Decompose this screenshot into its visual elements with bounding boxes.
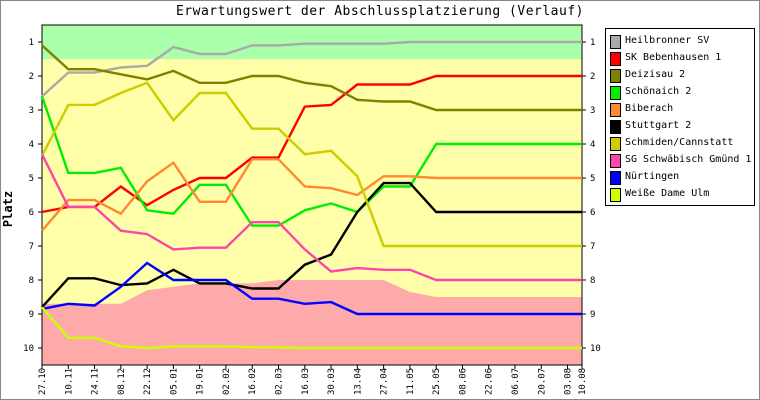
y-tick-label-right: 5 <box>590 174 595 184</box>
legend: Heilbronner SV SK Bebenhausen 1 Deizisau 2… <box>605 28 755 206</box>
y-tick-label-left: 1 <box>29 38 34 48</box>
x-tick-label: 10.08 <box>578 368 588 395</box>
x-tick-label: 22.12 <box>143 368 153 395</box>
legend-label: Stuttgart 2 <box>625 120 692 131</box>
series-line <box>41 44 582 112</box>
legend-label: Deizisau 2 <box>625 69 686 80</box>
y-tick-label-left: 6 <box>29 208 34 218</box>
legend-swatch <box>610 52 621 66</box>
legend-swatch <box>610 86 621 100</box>
legend-swatch <box>610 69 621 83</box>
x-tick-label: 30.03 <box>327 368 337 395</box>
x-tick-label: 03.08 <box>564 368 574 395</box>
background-band-relegation <box>42 280 582 365</box>
y-tick-label-right: 6 <box>590 208 595 218</box>
legend-swatch <box>610 35 621 49</box>
y-tick-label-right: 3 <box>590 106 595 116</box>
legend-swatch <box>610 188 621 202</box>
y-tick-label-right: 7 <box>590 242 595 252</box>
series-line <box>40 96 582 227</box>
y-tick-label-right: 9 <box>590 310 595 320</box>
x-tick-label: 10.11 <box>64 368 74 395</box>
y-tick-label-left: 2 <box>29 72 34 82</box>
y-tick-label-right: 8 <box>590 276 595 286</box>
legend-label: Biberach <box>625 103 674 114</box>
x-tick-label: 19.01 <box>196 368 206 395</box>
y-tick-label-left: 7 <box>29 242 34 252</box>
legend-swatch <box>610 103 621 117</box>
legend-swatch <box>610 154 621 168</box>
series-line <box>41 158 582 232</box>
y-tick-label-left: 5 <box>29 174 34 184</box>
y-tick-label-left: 9 <box>29 310 34 320</box>
x-tick-label: 24.11 <box>91 368 101 395</box>
x-tick-label: 06.07 <box>511 368 521 395</box>
legend-label: Schönaich 2 <box>625 86 692 97</box>
y-tick-label-right: 10 <box>590 344 601 354</box>
y-tick-label-left: 8 <box>29 276 34 286</box>
legend-label: SG Schwäbisch Gmünd 1 <box>625 154 752 165</box>
series-line <box>41 40 582 98</box>
x-tick-label: 16.03 <box>301 368 311 395</box>
series-line <box>40 81 582 248</box>
x-tick-label: 16.02 <box>248 368 258 395</box>
x-tick-label: 20.07 <box>537 368 547 395</box>
legend-label: Schmiden/Cannstatt <box>625 137 734 148</box>
legend-label: SK Bebenhausen 1 <box>625 52 722 63</box>
background-band-promotion <box>42 25 582 59</box>
x-tick-label: 25.05 <box>432 368 442 395</box>
y-tick-label-right: 4 <box>590 140 595 150</box>
plot-border <box>41 24 583 366</box>
x-tick-label: 02.02 <box>222 368 232 395</box>
legend-swatch <box>610 137 621 151</box>
x-tick-label: 27.04 <box>380 368 390 395</box>
x-tick-label: 27.10 <box>38 368 48 395</box>
series-line <box>41 261 582 316</box>
legend-swatch <box>610 120 621 134</box>
y-tick-label-left: 10 <box>23 344 34 354</box>
y-tick-label-left: 3 <box>29 106 34 116</box>
y-tick-label-right: 2 <box>590 72 595 82</box>
x-tick-label: 05.01 <box>169 368 179 395</box>
x-tick-label: 02.03 <box>274 368 284 395</box>
legend-label: Weiße Dame Ulm <box>625 188 710 199</box>
legend-swatch <box>610 171 621 185</box>
x-tick-label: 13.04 <box>353 368 363 395</box>
x-tick-label: 11.05 <box>406 368 416 395</box>
legend-label: Nürtingen <box>625 171 680 182</box>
x-tick-label: 08.06 <box>458 368 468 395</box>
y-tick-label-left: 4 <box>29 140 34 150</box>
y-tick-label-right: 1 <box>590 38 595 48</box>
legend-label: Heilbronner SV <box>625 35 710 46</box>
x-tick-label: 22.06 <box>485 368 495 395</box>
x-tick-label: 08.12 <box>117 368 127 395</box>
series-line <box>41 306 582 350</box>
series-line <box>40 153 582 282</box>
chart-title: Erwartungswert der Abschlussplatzierung … <box>175 4 584 19</box>
